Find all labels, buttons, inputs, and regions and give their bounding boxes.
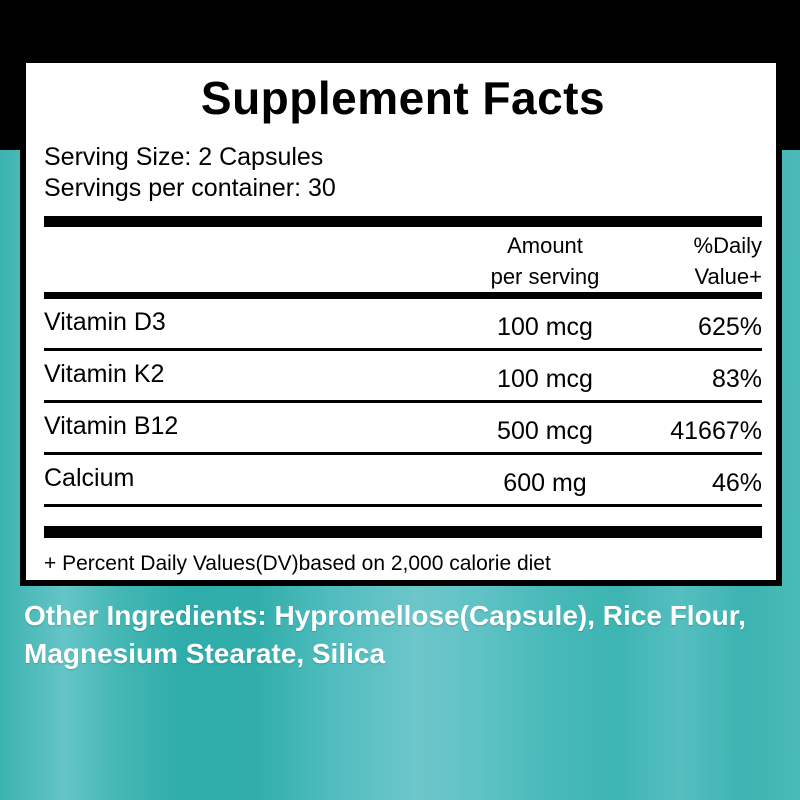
servings-per-container-line: Servings per container: 30	[44, 174, 336, 202]
table-header-row: Amount per serving %Daily Value+	[44, 230, 762, 292]
header-amount-per-serving: Amount per serving	[490, 233, 600, 289]
nutrient-amount: 600 mg	[503, 469, 587, 497]
panel-title: Supplement Facts	[200, 72, 606, 124]
nutrient-row-calcium: Calcium 600 mg 46%	[44, 455, 762, 507]
other-ingredients-text: Other Ingredients: Hypromellose(Capsule)…	[24, 597, 794, 673]
nutrient-amount: 100 mcg	[497, 365, 593, 393]
nutrient-amount: 500 mcg	[497, 417, 593, 445]
nutrient-row-vitamin-b12: Vitamin B12 500 mcg 41667%	[44, 403, 762, 455]
serving-size-line: Serving Size: 2 Capsules	[44, 143, 324, 171]
nutrient-daily-value: 625%	[698, 313, 762, 341]
nutrient-amount: 100 mcg	[497, 313, 593, 341]
nutrient-daily-value: 41667%	[670, 417, 762, 445]
supplement-facts-panel: Supplement Facts Serving Size: 2 Capsule…	[20, 57, 782, 586]
header-percent-daily-value: %Daily Value+	[693, 233, 762, 289]
divider-thick-top	[44, 216, 762, 227]
nutrient-daily-value: 46%	[711, 469, 762, 497]
nutrient-daily-value: 83%	[711, 365, 762, 393]
nutrient-row-vitamin-k2: Vitamin K2 100 mcg 83%	[44, 351, 762, 403]
other-ingredients-line-1: Other Ingredients: Hypromellose(Capsule)…	[24, 600, 746, 631]
divider-medium-under-header	[44, 292, 762, 299]
serving-info: Serving Size: 2 Capsules Servings per co…	[44, 142, 762, 204]
other-ingredients-line-2: Magnesium Stearate, Silica	[24, 638, 386, 669]
nutrient-name: Calcium	[44, 464, 135, 492]
nutrient-name: Vitamin K2	[44, 360, 165, 388]
daily-value-footnote: + Percent Daily Values(DV)based on 2,000…	[44, 552, 551, 575]
divider-thick-bottom	[44, 526, 762, 538]
nutrient-row-vitamin-d3: Vitamin D3 100 mcg 625%	[44, 299, 762, 351]
nutrient-name: Vitamin B12	[44, 412, 179, 440]
nutrient-name: Vitamin D3	[44, 308, 166, 336]
